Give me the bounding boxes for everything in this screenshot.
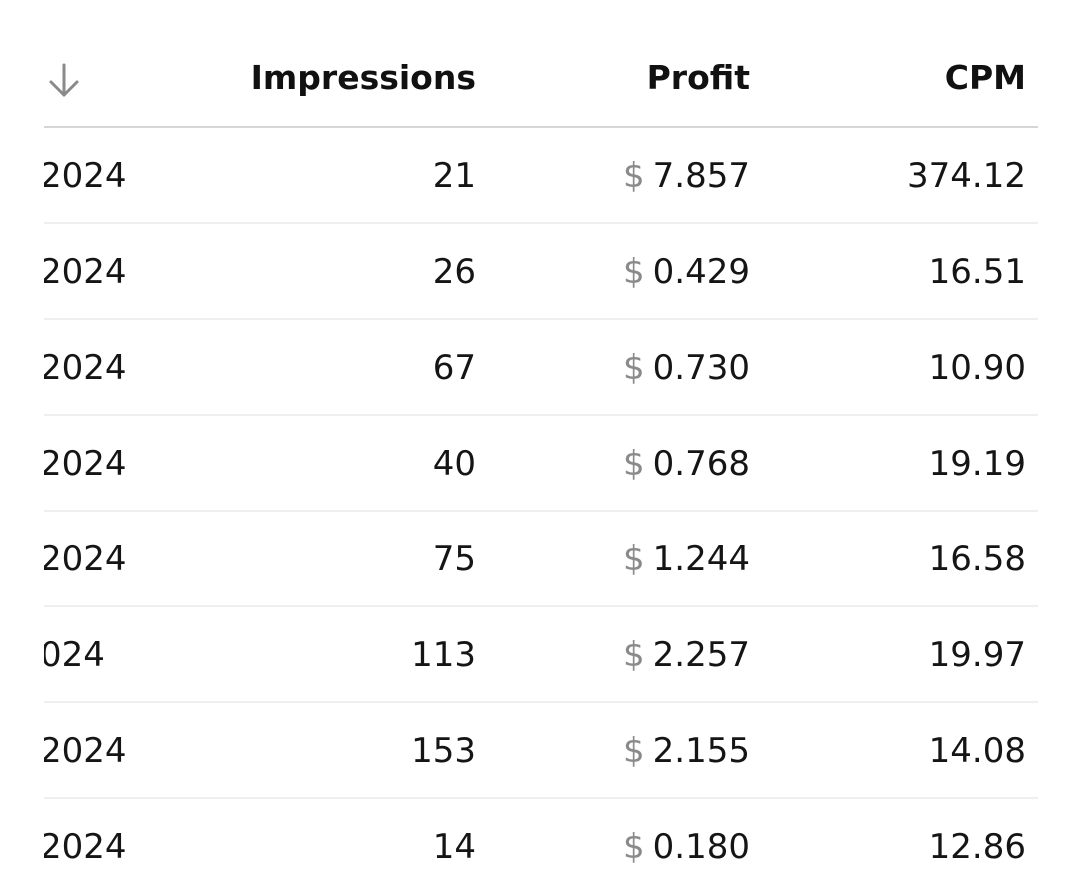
- column-header-cpm[interactable]: CPM: [944, 58, 1026, 97]
- table-row[interactable]: 2024 153 $2.155 14.08: [44, 703, 1038, 799]
- profit-value: 2.155: [652, 731, 750, 771]
- table-header: Impressions Profit CPM: [44, 0, 1038, 128]
- date-cell: 2024: [44, 348, 127, 388]
- date-cell: 2024: [44, 731, 127, 771]
- profit-cell: $2.257: [484, 633, 750, 677]
- date-cell: 2024: [44, 156, 127, 196]
- currency-symbol: $: [623, 635, 645, 675]
- table-row[interactable]: 2024 26 $0.429 16.51: [44, 224, 1038, 320]
- table-row[interactable]: 2024 40 $0.768 19.19: [44, 416, 1038, 512]
- cpm-cell: 14.08: [928, 731, 1026, 771]
- profit-cell: $2.155: [484, 729, 750, 773]
- impressions-cell: 26: [432, 252, 476, 292]
- currency-symbol: $: [623, 539, 645, 579]
- profit-cell: $7.857: [484, 154, 750, 198]
- impressions-cell: 153: [411, 731, 476, 771]
- cpm-cell: 10.90: [928, 348, 1026, 388]
- profit-cell: $0.730: [484, 346, 750, 390]
- impressions-cell: 21: [432, 156, 476, 196]
- currency-symbol: $: [623, 827, 645, 867]
- profit-cell: $0.180: [484, 825, 750, 869]
- cpm-cell: 19.97: [928, 635, 1026, 675]
- cpm-cell: 374.12: [907, 156, 1026, 196]
- impressions-cell: 67: [432, 348, 476, 388]
- impressions-cell: 113: [411, 635, 476, 675]
- table-row[interactable]: 2024 21 $7.857 374.12: [44, 128, 1038, 224]
- arrow-down-icon[interactable]: [46, 62, 82, 100]
- stats-table: Impressions Profit CPM 2024 21 $7.857 374.1…: [44, 0, 1038, 885]
- cpm-cell: 16.58: [928, 539, 1026, 579]
- table-row[interactable]: 2024 67 $0.730 10.90: [44, 320, 1038, 416]
- impressions-cell: 75: [432, 539, 476, 579]
- date-cell: 2024: [44, 444, 127, 484]
- column-header-impressions[interactable]: Impressions: [250, 58, 476, 97]
- impressions-cell: 14: [432, 827, 476, 867]
- date-cell: 2024: [44, 827, 127, 867]
- date-cell: 2024: [44, 539, 127, 579]
- currency-symbol: $: [623, 348, 645, 388]
- profit-value: 0.180: [652, 827, 750, 867]
- cpm-cell: 19.19: [928, 444, 1026, 484]
- impressions-cell: 40: [432, 444, 476, 484]
- profit-value: 1.244: [652, 539, 750, 579]
- currency-symbol: $: [623, 444, 645, 484]
- profit-value: 0.429: [652, 252, 750, 292]
- currency-symbol: $: [623, 252, 645, 292]
- profit-cell: $0.768: [484, 442, 750, 486]
- currency-symbol: $: [623, 731, 645, 771]
- column-header-profit[interactable]: Profit: [646, 58, 750, 97]
- table-row[interactable]: 2024 75 $1.244 16.58: [44, 511, 1038, 607]
- cpm-cell: 12.86: [928, 827, 1026, 867]
- profit-value: 2.257: [652, 635, 750, 675]
- profit-value: 7.857: [652, 156, 750, 196]
- table-row[interactable]: 024 113 $2.257 19.97: [44, 607, 1038, 703]
- date-cell: 2024: [44, 252, 127, 292]
- profit-cell: $0.429: [484, 250, 750, 294]
- profit-cell: $1.244: [484, 537, 750, 581]
- currency-symbol: $: [623, 156, 645, 196]
- date-cell: 024: [44, 635, 105, 675]
- table-row[interactable]: 2024 14 $0.180 12.86: [44, 799, 1038, 885]
- cpm-cell: 16.51: [928, 252, 1026, 292]
- profit-value: 0.768: [652, 444, 750, 484]
- profit-value: 0.730: [652, 348, 750, 388]
